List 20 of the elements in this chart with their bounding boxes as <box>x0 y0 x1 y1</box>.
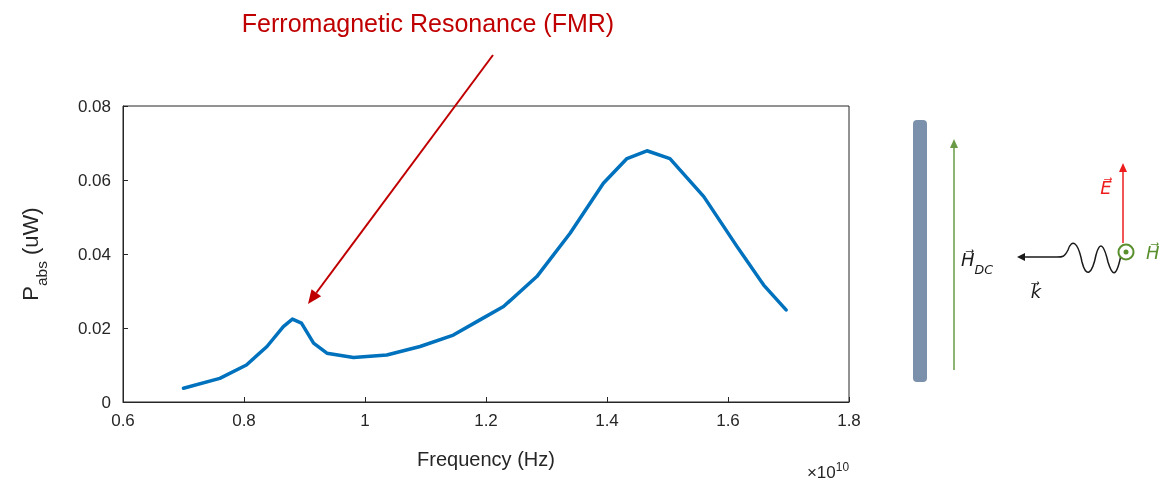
text: H⃗ <box>1146 241 1160 263</box>
x-tick-label: 1.6 <box>716 411 740 430</box>
x-tick-label: 1.2 <box>474 411 498 430</box>
x-axis-title: Frequency (Hz) <box>417 448 555 470</box>
y-tick-label: 0.04 <box>77 244 111 264</box>
y-tick-label: 0.02 <box>77 318 111 338</box>
text: k⃗ <box>1030 280 1043 302</box>
text: Ferromagnetic Resonance (FMR) <box>241 9 615 37</box>
x-tick-label: 0.8 <box>232 411 256 430</box>
text: E⃗ <box>1100 176 1113 198</box>
y-tick-label: 0.06 <box>77 170 111 190</box>
text: H⃗$_{DC}$ <box>961 248 994 277</box>
line-series <box>181 149 788 391</box>
x-tick-label: 1 <box>360 411 370 430</box>
x-tick-label: 0.6 <box>111 411 135 430</box>
x-tick-label: 1.8 <box>837 411 861 430</box>
y-tick-label: 0 <box>101 392 111 412</box>
x-tick-label: 1.4 <box>595 411 619 430</box>
text: ×10$^{10}$ <box>806 460 850 482</box>
y-tick-label: 0.08 <box>77 96 111 116</box>
